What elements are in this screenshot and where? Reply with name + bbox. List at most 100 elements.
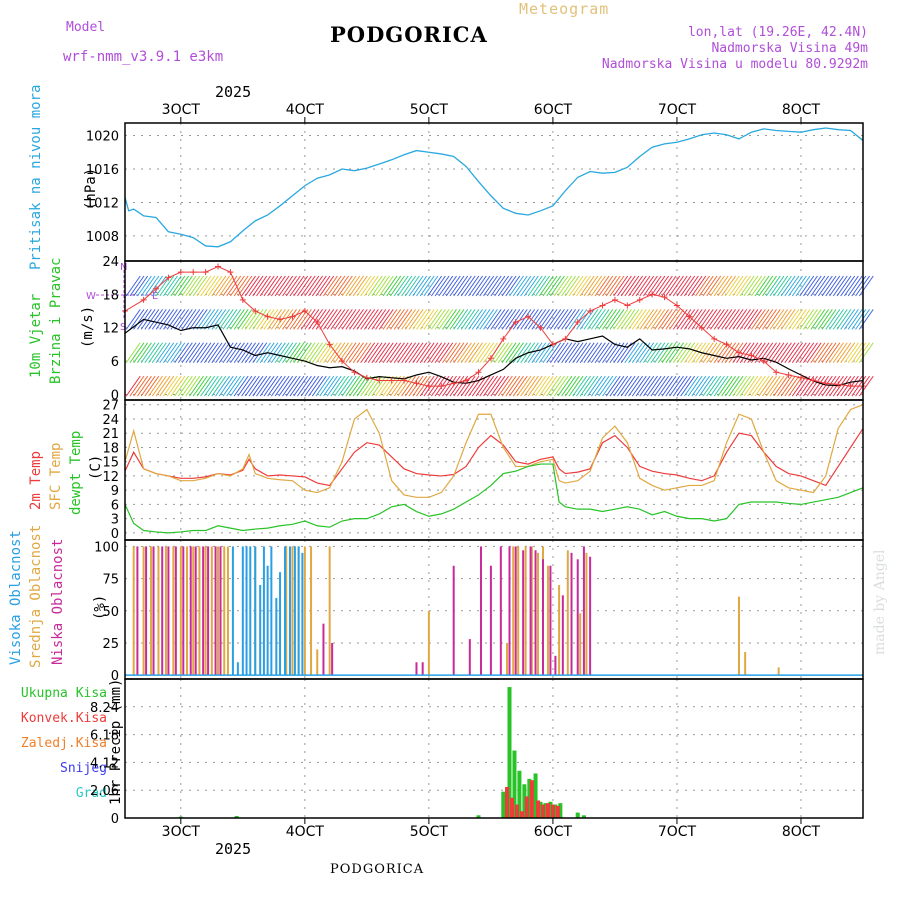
wind-barb <box>721 275 737 297</box>
wind-barb <box>602 275 617 297</box>
wind-barb <box>624 375 640 397</box>
wind-barb <box>423 275 439 297</box>
cloud-bar <box>192 546 195 676</box>
wind-barb <box>460 375 476 397</box>
wind-barb <box>628 342 643 364</box>
wind-barb <box>352 309 368 330</box>
wind-barb <box>691 375 707 397</box>
wind-barb <box>334 342 350 364</box>
precip-bar <box>543 803 548 818</box>
wind-barb <box>598 275 614 297</box>
wind-barb <box>829 375 844 397</box>
wind-barb <box>628 375 643 397</box>
wind-barb <box>683 375 699 397</box>
wind-barb <box>695 375 710 397</box>
wind-barb <box>683 309 699 330</box>
wind-barb <box>360 342 376 364</box>
wind-barb <box>293 275 309 297</box>
wind-gust-marker <box>202 269 209 276</box>
wind-barb <box>352 375 368 397</box>
wind-barb <box>144 342 160 364</box>
cloud-bar <box>262 546 265 676</box>
wind-barb <box>185 309 201 330</box>
wind-barb <box>170 342 186 364</box>
wind-barb <box>557 275 573 297</box>
precip-bar <box>522 784 527 818</box>
wind-barb <box>382 275 398 297</box>
cloud-bar <box>524 546 527 676</box>
cloud-bar <box>249 546 252 676</box>
cloud-bar <box>489 565 492 676</box>
wind-barb <box>795 342 811 364</box>
wind-barb <box>829 275 844 297</box>
wind-barb <box>457 375 472 397</box>
cloud-bar <box>570 552 573 676</box>
wind-barb <box>252 309 268 330</box>
wind-barb <box>676 375 692 397</box>
wind-barb <box>449 275 465 297</box>
wind-barb <box>248 342 264 364</box>
wind-barb <box>579 375 595 397</box>
wind-barb <box>672 275 688 297</box>
precip-bar <box>527 778 532 818</box>
wind-gust-marker <box>636 296 643 303</box>
wind-barb <box>475 309 491 330</box>
wind-barb <box>598 309 614 330</box>
wind-barb <box>732 275 748 297</box>
wind-barb <box>233 375 249 397</box>
wind-barb <box>479 309 495 330</box>
wind-barb <box>222 342 238 364</box>
wind-barb <box>218 375 234 397</box>
model-label: Model <box>66 20 106 35</box>
cloud-bar <box>737 596 740 676</box>
wind-barb <box>244 309 260 330</box>
wind-barb <box>509 309 524 330</box>
wind-barb <box>315 375 331 397</box>
wind-barb <box>710 309 725 330</box>
wind-gust-marker <box>760 358 767 365</box>
wind-barb <box>311 375 327 397</box>
wind-barb <box>177 342 193 364</box>
wind-gust-marker <box>673 302 680 309</box>
wind-gust-marker <box>289 313 296 320</box>
wind-barb <box>643 275 658 297</box>
wind-barb <box>360 275 376 297</box>
wind-barb <box>177 375 193 397</box>
wind-barb <box>177 275 193 297</box>
wind-barb <box>605 342 621 364</box>
wind-barb <box>397 342 413 364</box>
wind-barb <box>840 342 856 364</box>
wind-barb <box>412 342 428 364</box>
wind-barb <box>669 309 684 330</box>
wind-barb <box>386 275 402 297</box>
wind-barb <box>501 309 517 330</box>
page-title: PODGORICA <box>330 22 488 47</box>
wind-barb <box>784 375 800 397</box>
precip-bar <box>540 804 545 818</box>
wind-barb <box>144 375 160 397</box>
wind-barb <box>572 275 588 297</box>
wind-barb <box>241 309 257 330</box>
cloud-bar <box>132 546 135 676</box>
cloud-bar <box>150 546 153 676</box>
wind-barb <box>527 375 543 397</box>
cloud-bar <box>266 565 269 676</box>
wind-barb <box>475 375 491 397</box>
wind-barb <box>635 309 651 330</box>
wind-barb <box>624 309 640 330</box>
wind-barb <box>356 275 372 297</box>
wind-barb <box>185 275 201 297</box>
wind-barb <box>821 375 837 397</box>
cloud-bar <box>189 546 192 676</box>
wind-barb <box>248 275 264 297</box>
wind-barb <box>323 375 338 397</box>
wind-barb <box>486 275 502 297</box>
cloud-bar <box>522 550 525 676</box>
wind-barb <box>665 375 681 397</box>
wind-barb <box>702 309 718 330</box>
cloud-bar <box>198 546 201 676</box>
wind-barb <box>330 275 346 297</box>
wind-barb <box>661 309 677 330</box>
wind-barb <box>680 375 696 397</box>
wind-barb <box>155 342 171 364</box>
